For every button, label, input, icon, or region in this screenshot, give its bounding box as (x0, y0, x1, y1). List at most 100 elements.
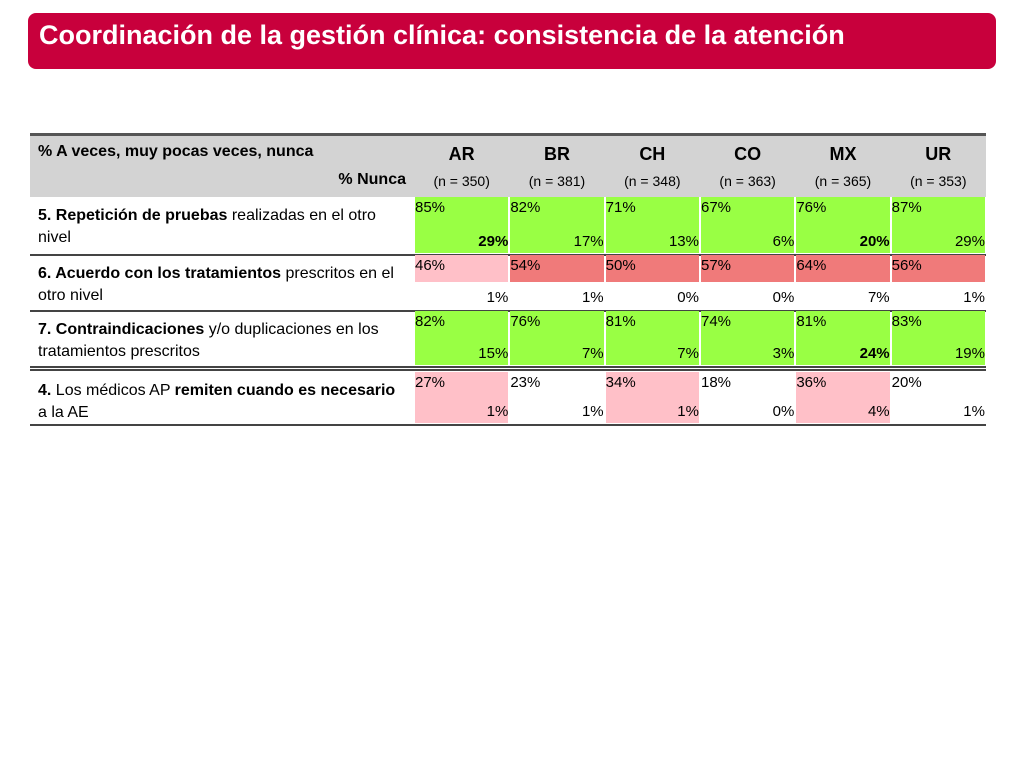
cell-bottom: 7% (677, 345, 699, 362)
cell-top: 18% (700, 374, 732, 391)
cell-top: 83% (891, 313, 922, 330)
cell-bottom: 1% (963, 403, 985, 420)
cell-top: 82% (415, 313, 446, 330)
cell-bottom-bg (605, 397, 699, 423)
label-part: 7. Contraindicaciones (38, 321, 205, 338)
cell-bottom: 1% (486, 289, 509, 306)
cell-bottom-bg (796, 338, 890, 365)
row-label: 6. Acuerdo con los tratamientos prescrit… (38, 263, 408, 307)
header-line1: % A veces, muy pocas veces, nunca (38, 143, 314, 160)
title-bar: Coordinación de la gestión clínica: cons… (28, 13, 996, 69)
cell-top-bg (510, 197, 604, 225)
column-n: (n = 348) (624, 173, 681, 189)
column-n: (n = 353) (910, 173, 967, 189)
cell-bottom: 29% (478, 233, 509, 250)
column-name: UR (925, 144, 952, 164)
cell-bottom: 3% (772, 345, 795, 362)
label-part: 6. Acuerdo con los tratamientos (38, 265, 282, 282)
cell-bottom-bg (891, 397, 985, 423)
cell-bottom-bg (700, 225, 795, 253)
cell-bottom-bg (605, 338, 699, 365)
column-name: AR (448, 144, 475, 164)
column-name: CO (734, 144, 762, 164)
cell-bottom: 17% (573, 233, 604, 250)
cell-bottom-bg (415, 397, 509, 423)
row-border (30, 369, 986, 371)
label-part: remiten cuando es necesario (174, 382, 396, 399)
cell-bottom-bg (605, 225, 699, 253)
cell-bottom: 4% (867, 403, 890, 420)
label-part: Los médicos AP (51, 382, 175, 399)
cell-bottom: 0% (677, 289, 699, 306)
cell-top: 50% (605, 257, 636, 274)
cell-top: 64% (796, 257, 827, 274)
cell-bottom: 1% (581, 403, 604, 420)
cell-top-bg (510, 311, 604, 338)
label-part: a la AE (38, 404, 89, 421)
cell-top: 56% (891, 257, 922, 274)
cell-bottom-bg (700, 282, 795, 309)
cell-top-bg (700, 311, 795, 338)
cell-top-bg (605, 197, 699, 225)
cell-bottom: 1% (677, 403, 699, 420)
cell-bottom-bg (796, 225, 890, 253)
column-name: CH (639, 144, 666, 164)
cell-top-bg (605, 372, 699, 398)
cell-bottom: 29% (954, 233, 985, 250)
cell-top: 76% (510, 313, 541, 330)
cell-top-bg (415, 197, 509, 225)
label-part: prescritos en el otro nivel (38, 265, 394, 304)
cell-top-bg (796, 311, 890, 338)
cell-bottom: 19% (954, 345, 985, 362)
column-name: MX (829, 144, 857, 164)
row-label: 4. Los médicos AP remiten cuando es nece… (38, 380, 408, 424)
cell-bottom-bg (891, 282, 985, 309)
cell-top-bg (891, 311, 985, 338)
cell-top: 76% (796, 199, 827, 216)
cell-bottom: 6% (772, 233, 795, 250)
cell-top: 85% (415, 199, 446, 216)
cell-bottom: 7% (867, 289, 890, 306)
cell-top-bg (891, 372, 985, 398)
cell-top: 23% (510, 374, 541, 391)
cell-bottom: 20% (859, 233, 890, 250)
cell-top: 46% (415, 257, 446, 274)
label-part: 5. Repetición de pruebas (38, 207, 228, 224)
cell-top-bg (700, 372, 795, 398)
cell-bottom-bg (510, 225, 604, 253)
cell-bottom: 15% (478, 345, 509, 362)
cell-top-bg (796, 372, 890, 398)
cell-top: 67% (700, 199, 732, 216)
cell-top: 81% (796, 313, 827, 330)
cell-top: 20% (891, 374, 922, 391)
cell-top: 34% (605, 374, 636, 391)
cell-bottom-bg (700, 397, 795, 423)
cell-bottom: 0% (772, 289, 795, 306)
cell-top-bg (796, 255, 890, 282)
cell-bottom: 1% (963, 289, 985, 306)
cell-bottom: 0% (772, 403, 795, 420)
row-label: 5. Repetición de pruebas realizadas en e… (38, 205, 408, 249)
cell-top-bg (510, 255, 604, 282)
cell-bottom: 13% (668, 233, 699, 250)
cell-top-bg (796, 197, 890, 225)
cell-bottom-bg (700, 338, 795, 365)
cell-bottom: 1% (581, 289, 604, 306)
label-part: realizadas en el otro nivel (38, 207, 376, 246)
cell-top: 71% (605, 199, 636, 216)
label-part: y/o duplicaciones en los tratamientos pr… (38, 321, 379, 360)
cell-bottom-bg (796, 282, 890, 309)
cell-bottom-bg (415, 282, 509, 309)
cell-top-bg (891, 255, 985, 282)
label-part: 4. (38, 382, 52, 399)
column-n: (n = 350) (433, 173, 490, 189)
column-name: BR (543, 144, 570, 164)
cell-bottom-bg (891, 225, 985, 253)
cell-top: 36% (796, 374, 827, 391)
cell-top-bg (891, 197, 985, 225)
row-border (30, 366, 986, 368)
cell-bottom-bg (796, 397, 890, 423)
cell-bottom-bg (891, 338, 985, 365)
cell-top-bg (510, 372, 604, 398)
cell-top-bg (415, 372, 509, 398)
